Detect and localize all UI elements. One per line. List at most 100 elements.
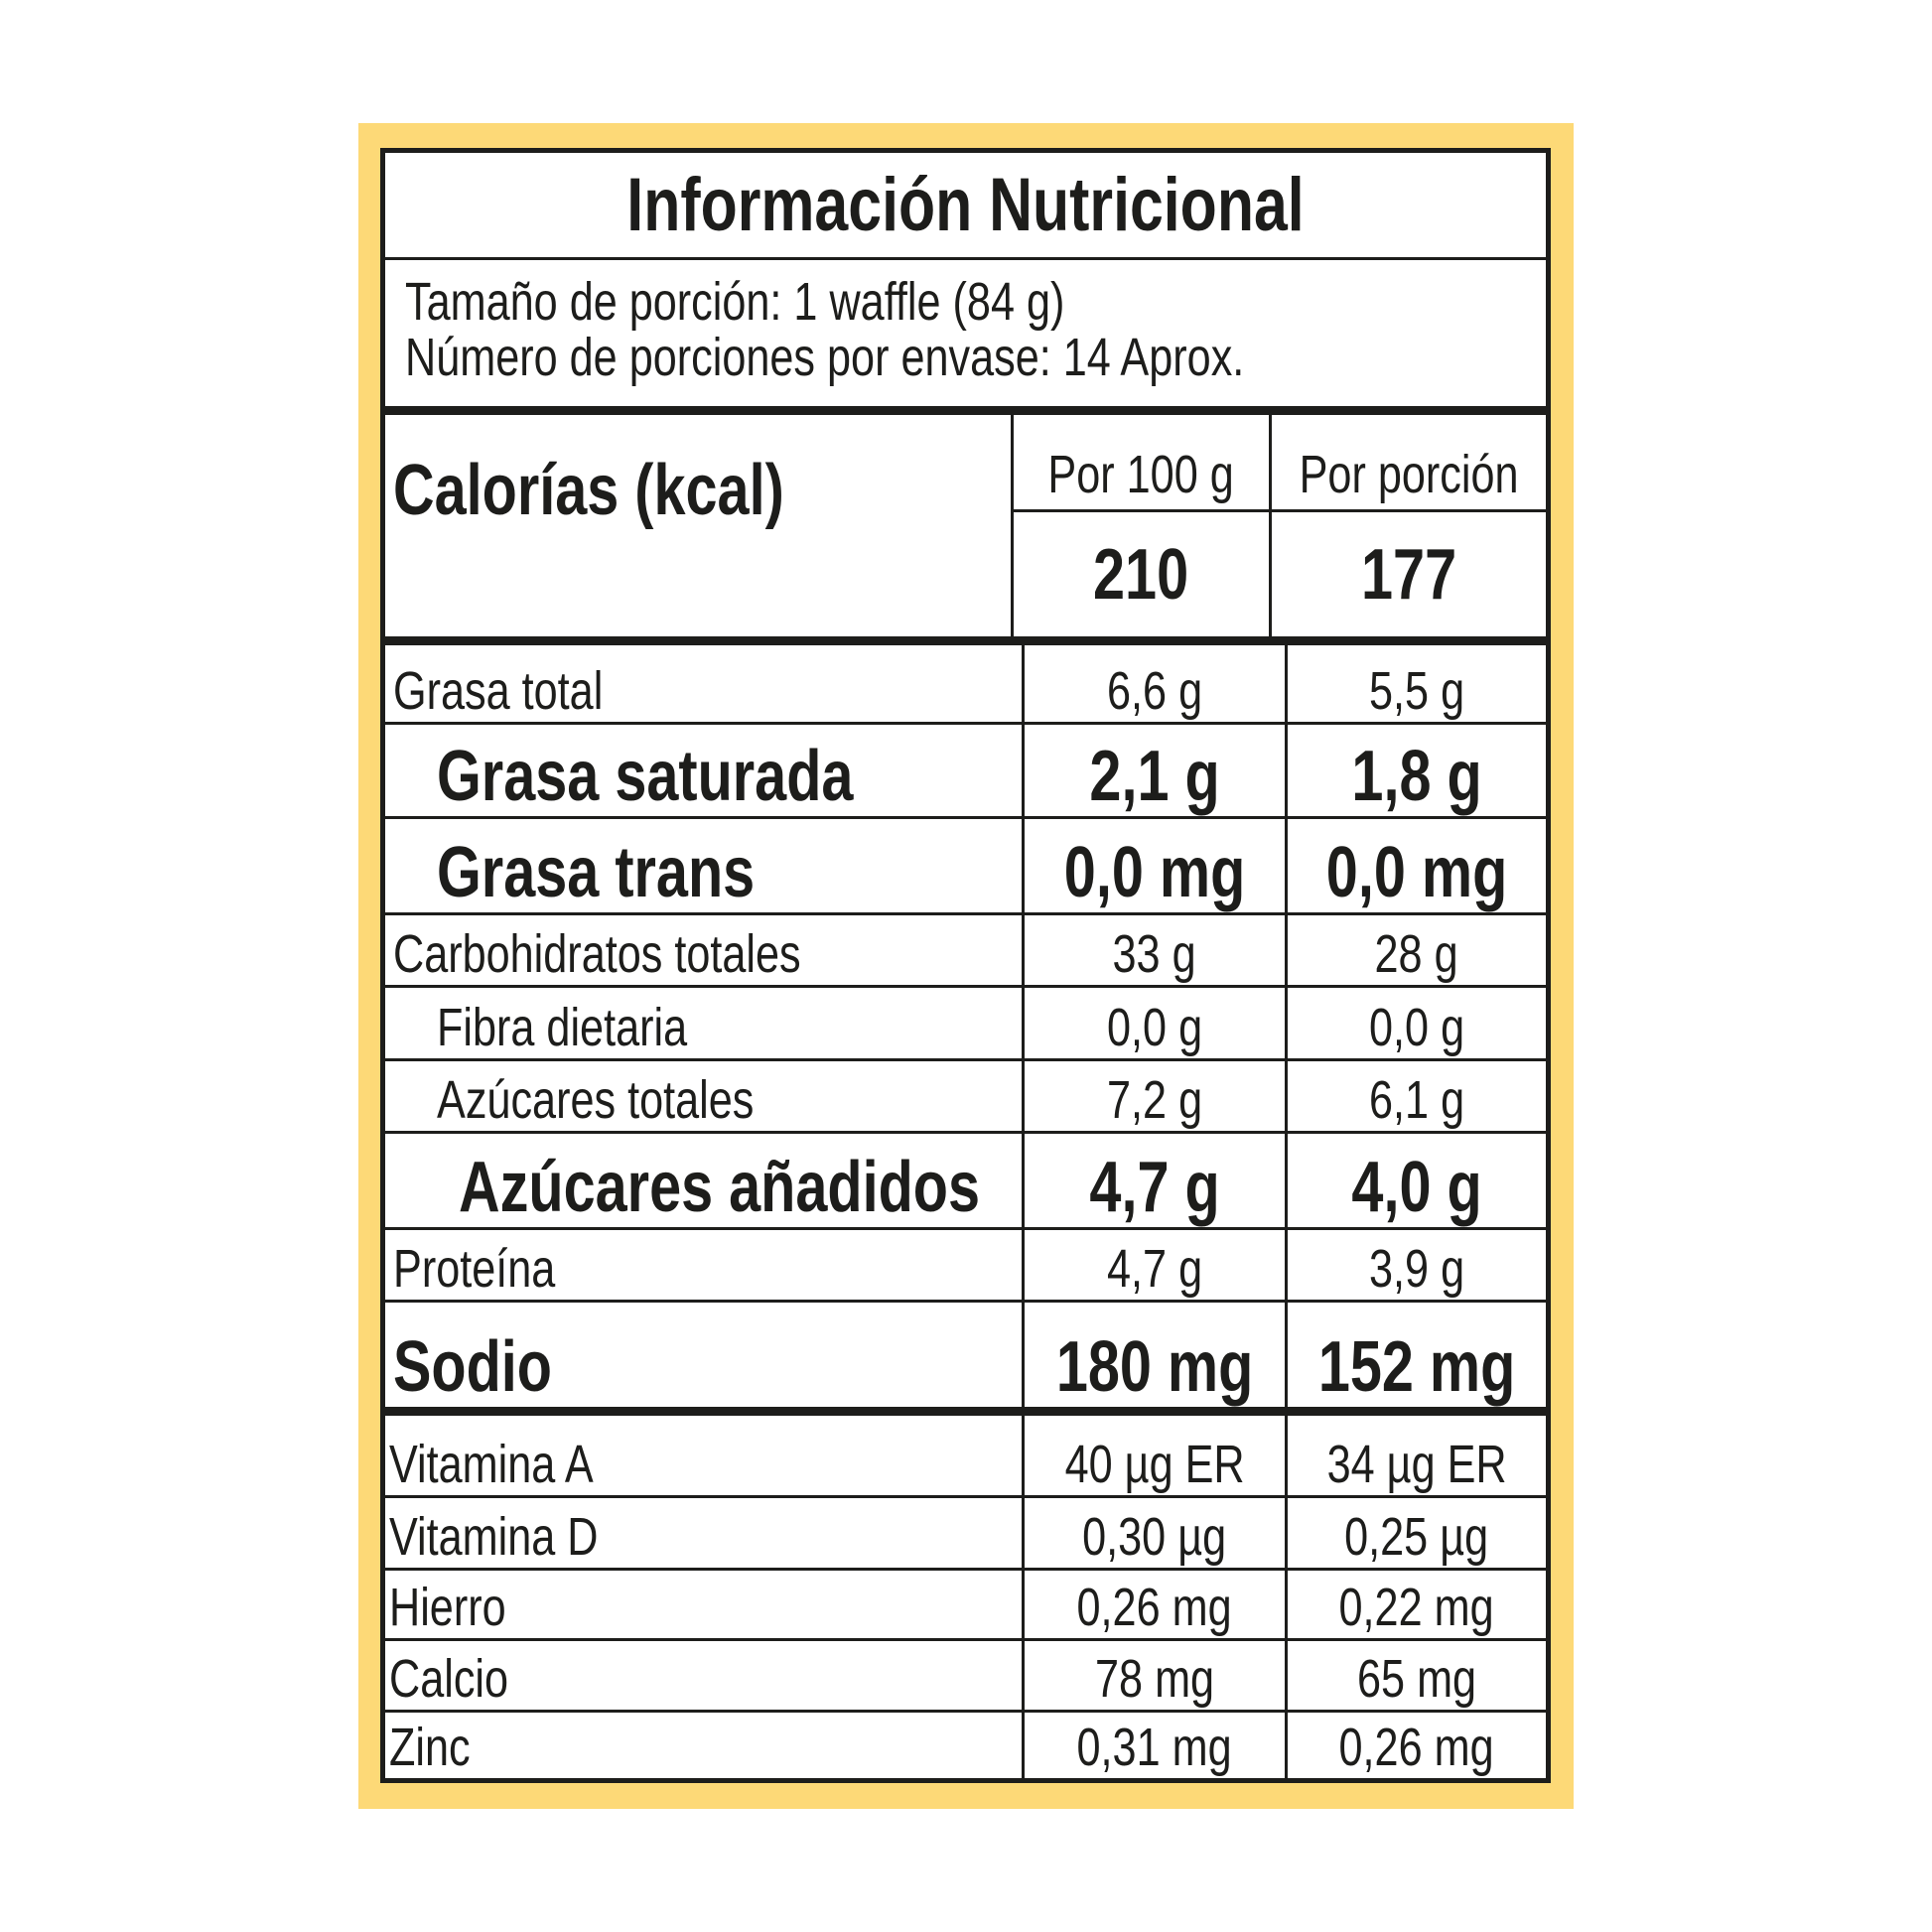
nutrient-row: Proteína 4,7 g 3,9 g: [385, 1230, 1546, 1303]
micronutrient-name: Calcio: [389, 1649, 509, 1709]
micronutrient-per-100g: 0,26 mg: [1076, 1578, 1233, 1637]
table-cell: 28 g: [1285, 915, 1546, 985]
table-cell: 180 mg: [1022, 1303, 1285, 1407]
table-cell: 7,2 g: [1022, 1061, 1285, 1131]
micronutrient-name: Vitamina A: [389, 1435, 594, 1494]
nutrient-per-100g: 0,0 g: [1106, 998, 1203, 1057]
micronutrient-per-serving: 34 µg ER: [1326, 1435, 1507, 1494]
nutrient-name: Azúcares añadidos: [459, 1148, 980, 1227]
table-cell: Vitamina D: [385, 1498, 1022, 1568]
micronutrient-name: Zinc: [389, 1718, 471, 1777]
nutrient-per-serving: 6,1 g: [1368, 1070, 1465, 1130]
table-cell: Sodio: [385, 1303, 1022, 1407]
table-cell: 4,0 g: [1285, 1134, 1546, 1227]
nutrient-per-100g: 4,7 g: [1089, 1148, 1220, 1227]
nutrient-row: Carbohidratos totales 33 g 28 g: [385, 915, 1546, 988]
micronutrient-name: Vitamina D: [389, 1507, 599, 1567]
micronutrient-per-100g: 0,31 mg: [1076, 1718, 1233, 1777]
nutrient-name: Sodio: [393, 1327, 552, 1407]
nutrient-name: Fibra dietaria: [437, 998, 688, 1057]
table-cell: 0,0 g: [1285, 988, 1546, 1058]
nutrient-name: Carbohidratos totales: [393, 924, 801, 984]
calories-row: Calorías (kcal) Por 100 g 210 Por porció…: [385, 415, 1546, 645]
nutrient-row: Grasa trans 0,0 mg 0,0 mg: [385, 819, 1546, 915]
nutrient-name: Grasa saturada: [437, 737, 854, 816]
header-cell: Por porción: [1271, 415, 1546, 512]
micronutrient-row: Hierro 0,26 mg 0,22 mg: [385, 1571, 1546, 1641]
nutrient-name: Grasa total: [393, 661, 604, 721]
table-cell: 5,5 g: [1285, 645, 1546, 722]
table-cell: Fibra dietaria: [385, 988, 1022, 1058]
nutrient-per-100g: 6,6 g: [1106, 661, 1203, 721]
table-cell: 0,0 g: [1022, 988, 1285, 1058]
micronutrient-per-100g: 0,30 µg: [1082, 1507, 1227, 1567]
table-cell: Hierro: [385, 1571, 1022, 1638]
calories-label-cell: Calorías (kcal): [385, 415, 1011, 636]
table-cell: 0,25 µg: [1285, 1498, 1546, 1568]
micronutrient-name: Hierro: [389, 1578, 506, 1637]
nutrient-per-100g: 7,2 g: [1106, 1070, 1203, 1130]
nutrient-per-serving: 28 g: [1374, 924, 1459, 984]
nutrient-per-100g: 0,0 mg: [1063, 833, 1246, 912]
nutrient-row: Sodio 180 mg 152 mg: [385, 1303, 1546, 1416]
nutrient-per-serving: 152 mg: [1317, 1327, 1516, 1407]
nutrient-row: Grasa saturada 2,1 g 1,8 g: [385, 725, 1546, 819]
header-per-100g: Por 100 g: [1047, 445, 1234, 504]
table-cell: 0,30 µg: [1022, 1498, 1285, 1568]
nutrient-per-100g: 180 mg: [1055, 1327, 1254, 1407]
table-cell: 2,1 g: [1022, 725, 1285, 816]
nutrient-per-serving: 1,8 g: [1351, 737, 1482, 816]
nutrient-per-serving: 5,5 g: [1368, 661, 1465, 721]
table-cell: Carbohidratos totales: [385, 915, 1022, 985]
table-cell: 0,0 mg: [1022, 819, 1285, 912]
table-cell: 6,1 g: [1285, 1061, 1546, 1131]
nutrient-per-100g: 33 g: [1112, 924, 1197, 984]
nutrient-per-serving: 4,0 g: [1351, 1148, 1482, 1227]
nutrient-per-100g: 2,1 g: [1089, 737, 1220, 816]
table-cell: 4,7 g: [1022, 1230, 1285, 1300]
nutrient-per-100g: 4,7 g: [1106, 1239, 1203, 1299]
label-title: Información Nutricional: [626, 163, 1305, 247]
table-cell: 34 µg ER: [1285, 1416, 1546, 1495]
table-cell: 0,26 mg: [1285, 1713, 1546, 1778]
serving-size: Tamaño de porción: 1 waffle (84 g): [405, 272, 1065, 332]
micronutrient-per-100g: 78 mg: [1094, 1649, 1215, 1709]
nutrient-row: Fibra dietaria 0,0 g 0,0 g: [385, 988, 1546, 1061]
micronutrient-row: Calcio 78 mg 65 mg: [385, 1641, 1546, 1713]
micronutrient-per-100g: 40 µg ER: [1064, 1435, 1245, 1494]
table-cell: Vitamina A: [385, 1416, 1022, 1495]
table-cell: Azúcares añadidos: [385, 1134, 1022, 1227]
nutrient-name: Azúcares totales: [437, 1070, 755, 1130]
table-cell: 65 mg: [1285, 1641, 1546, 1710]
nutrient-name: Proteína: [393, 1239, 556, 1299]
calories-label: Calorías (kcal): [393, 451, 784, 530]
title-row: Información Nutricional: [385, 153, 1546, 260]
table-cell: Azúcares totales: [385, 1061, 1022, 1131]
micronutrient-row: Zinc 0,31 mg 0,26 mg: [385, 1713, 1546, 1778]
nutrient-per-serving: 0,0 g: [1368, 998, 1465, 1057]
micronutrient-row: Vitamina D 0,30 µg 0,25 µg: [385, 1498, 1546, 1571]
table-cell: 0,31 mg: [1022, 1713, 1285, 1778]
header-cell: Por 100 g: [1013, 415, 1269, 512]
micronutrient-row: Vitamina A 40 µg ER 34 µg ER: [385, 1416, 1546, 1498]
table-cell: Grasa trans: [385, 819, 1022, 912]
table-cell: Grasa saturada: [385, 725, 1022, 816]
nutrient-name: Grasa trans: [437, 833, 756, 912]
nutrient-row: Azúcares totales 7,2 g 6,1 g: [385, 1061, 1546, 1134]
calories-per-serving: 177: [1360, 534, 1456, 615]
micronutrient-per-serving: 0,25 µg: [1344, 1507, 1489, 1567]
nutrition-label: Información Nutricional Tamaño de porció…: [380, 148, 1551, 1783]
table-cell: 0,26 mg: [1022, 1571, 1285, 1638]
calories-per-100g: 210: [1093, 534, 1189, 615]
table-cell: Proteína: [385, 1230, 1022, 1300]
micronutrient-per-serving: 0,22 mg: [1338, 1578, 1495, 1637]
table-cell: 78 mg: [1022, 1641, 1285, 1710]
calories-col-100g: Por 100 g 210: [1010, 415, 1269, 636]
table-cell: 3,9 g: [1285, 1230, 1546, 1300]
table-cell: 6,6 g: [1022, 645, 1285, 722]
header-per-serving: Por porción: [1299, 445, 1519, 504]
serving-info: Tamaño de porción: 1 waffle (84 g) Númer…: [385, 260, 1546, 415]
calories-col-serving: Por porción 177: [1268, 415, 1546, 636]
nutrient-per-serving: 0,0 mg: [1325, 833, 1508, 912]
micronutrient-per-serving: 65 mg: [1356, 1649, 1477, 1709]
